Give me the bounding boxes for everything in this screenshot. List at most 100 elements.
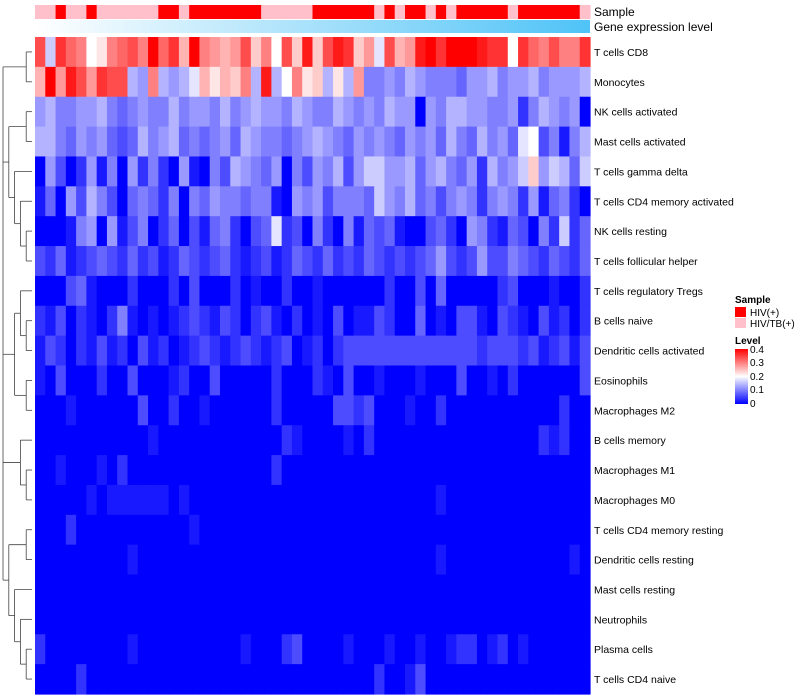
heatmap-cell xyxy=(312,484,324,516)
heatmap-cell xyxy=(55,574,67,606)
heatmap-cell xyxy=(446,186,457,217)
heatmap-cell xyxy=(312,634,324,665)
heatmap-cell xyxy=(518,186,529,217)
heatmap-cell xyxy=(178,156,190,187)
heatmap-cell xyxy=(343,514,355,546)
heatmap-cell xyxy=(302,455,314,486)
heatmap-cell xyxy=(209,395,221,426)
heatmap-cell xyxy=(230,455,242,486)
heatmap-cell xyxy=(178,425,190,456)
heatmap-cell xyxy=(96,634,108,665)
heatmap-cell xyxy=(86,544,98,576)
heatmap-cell xyxy=(384,216,396,247)
heatmap-cell xyxy=(435,275,447,307)
heatmap-cell xyxy=(302,66,314,98)
heatmap-cell xyxy=(425,455,437,486)
heatmap-cell xyxy=(363,484,375,516)
heatmap-cell xyxy=(96,305,108,337)
sample-annotation-cell xyxy=(178,5,190,19)
heatmap-cell xyxy=(312,246,324,277)
heatmap-cell xyxy=(446,305,457,337)
heatmap-cell xyxy=(456,246,468,277)
heatmap-cell xyxy=(291,664,303,695)
heatmap-cell xyxy=(497,126,509,158)
sample-annotation-cell xyxy=(35,5,46,19)
heatmap-cell xyxy=(240,425,252,456)
heatmap-cell xyxy=(271,634,283,665)
heatmap-cell xyxy=(559,634,571,665)
heatmap-cell xyxy=(261,604,272,635)
heatmap-cell xyxy=(394,634,406,665)
heatmap-cell xyxy=(55,126,67,158)
heatmap-cell xyxy=(199,484,211,516)
heatmap-cell xyxy=(435,216,447,247)
sample-annotation-cell xyxy=(476,5,488,19)
heatmap-cell xyxy=(230,365,242,396)
heatmap-cell xyxy=(497,246,509,277)
heatmap-cell xyxy=(353,246,365,277)
heatmap-cell xyxy=(230,37,242,68)
heatmap-cell xyxy=(261,246,272,277)
heatmap-cell xyxy=(394,156,406,187)
heatmap-cell xyxy=(548,365,560,396)
row-label: T cells CD4 naive xyxy=(594,674,676,686)
heatmap-cell xyxy=(209,126,221,158)
heatmap-cell xyxy=(435,186,447,217)
heatmap-cell xyxy=(209,216,221,247)
heatmap-cell xyxy=(384,96,396,128)
heatmap-cell xyxy=(343,484,355,516)
heatmap-cell xyxy=(548,634,560,665)
heatmap-cell xyxy=(271,246,283,277)
heatmap-cell xyxy=(168,425,180,456)
heatmap-cell xyxy=(507,634,519,665)
heatmap-cell xyxy=(240,365,252,396)
heatmap-cell xyxy=(548,275,560,307)
heatmap-cell xyxy=(487,37,499,68)
heatmap-cell xyxy=(528,246,540,277)
heatmap-cell xyxy=(569,604,581,635)
heatmap-cell xyxy=(281,246,293,277)
heatmap-cell xyxy=(168,395,180,426)
heatmap-cell xyxy=(569,395,581,426)
heatmap-cell xyxy=(507,604,519,635)
heatmap-cell xyxy=(507,126,519,158)
heatmap-cell xyxy=(261,305,272,337)
heatmap-cell xyxy=(35,664,46,695)
heatmap-cell xyxy=(209,425,221,456)
heatmap-cell xyxy=(507,455,519,486)
heatmap-cell xyxy=(528,37,540,68)
heatmap-cell xyxy=(230,544,242,576)
heatmap-cell xyxy=(415,37,427,68)
heatmap-cell xyxy=(353,335,365,367)
heatmap-cell xyxy=(148,186,159,217)
heatmap-cell xyxy=(178,275,190,307)
heatmap-cell xyxy=(333,455,344,486)
heatmap-cell xyxy=(148,156,159,187)
heatmap-cell xyxy=(168,335,180,367)
heatmap-cell xyxy=(415,604,427,635)
heatmap-cell xyxy=(45,66,57,98)
heatmap-cell xyxy=(405,335,416,367)
heatmap-cell xyxy=(55,664,67,695)
heatmap-cell xyxy=(322,604,334,635)
heatmap-cell xyxy=(291,156,303,187)
heatmap-cell xyxy=(302,335,314,367)
heatmap-cell xyxy=(199,604,211,635)
heatmap-cell xyxy=(343,425,355,456)
heatmap-cell xyxy=(343,156,355,187)
heatmap-cell xyxy=(137,305,149,337)
sample-annotation-cell xyxy=(189,5,201,19)
heatmap-cell xyxy=(384,455,396,486)
heatmap-cell xyxy=(230,96,242,128)
sample-annotation-cell xyxy=(199,5,211,19)
heatmap-cell xyxy=(220,305,231,337)
heatmap-cell xyxy=(425,634,437,665)
heatmap-cell xyxy=(127,395,139,426)
heatmap-cell xyxy=(435,66,447,98)
heatmap-cell xyxy=(96,275,108,307)
heatmap-cell xyxy=(548,395,560,426)
heatmap-cell xyxy=(476,216,488,247)
heatmap-cell xyxy=(220,425,231,456)
heatmap-cell xyxy=(518,96,529,128)
heatmap-cell xyxy=(343,246,355,277)
